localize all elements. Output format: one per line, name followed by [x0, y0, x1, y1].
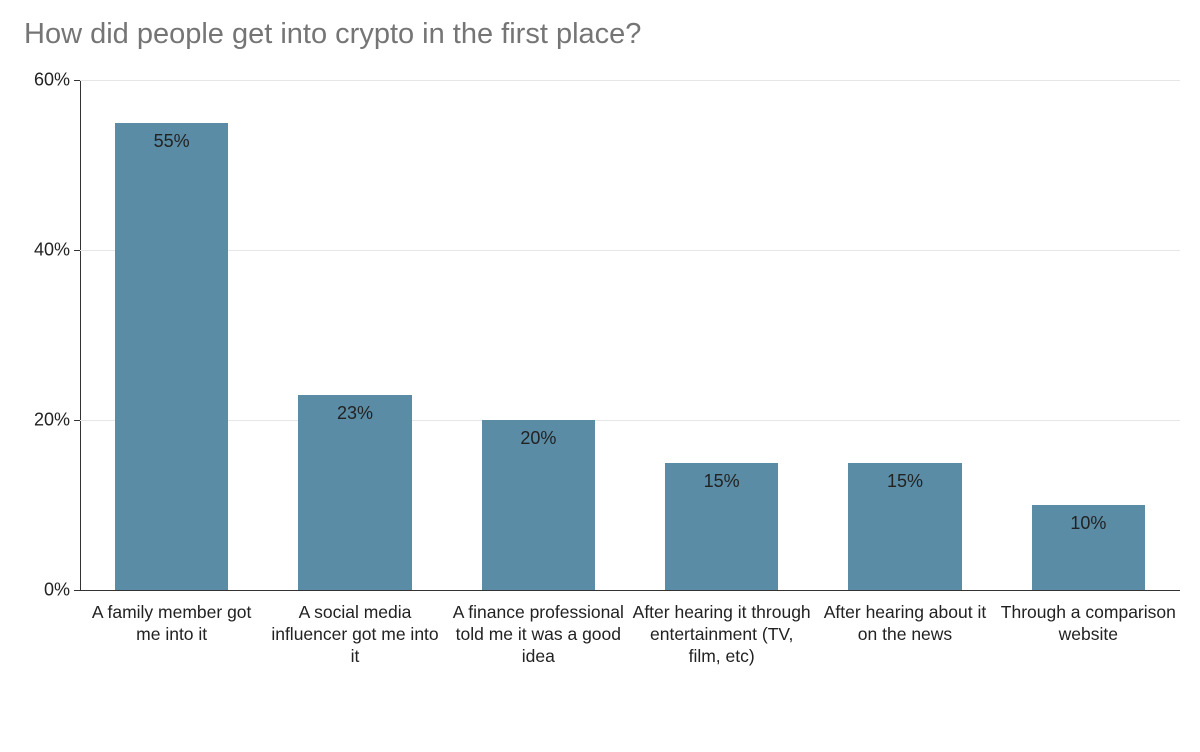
plot-area: 0%20%40%60%55%23%20%15%15%10% — [80, 80, 1180, 590]
bar: 23% — [298, 395, 412, 591]
x-axis-line — [80, 590, 1180, 591]
bar: 20% — [482, 420, 596, 590]
bar: 10% — [1032, 505, 1146, 590]
bar: 15% — [848, 463, 962, 591]
bar-value-label: 15% — [848, 471, 962, 492]
gridline — [80, 80, 1180, 81]
y-tick-label: 40% — [34, 240, 80, 261]
x-category-label: Through a comparison website — [999, 602, 1178, 646]
y-axis-line — [80, 80, 81, 590]
bar: 55% — [115, 123, 229, 591]
bar-value-label: 15% — [665, 471, 779, 492]
bar-value-label: 23% — [298, 403, 412, 424]
bar-value-label: 55% — [115, 131, 229, 152]
x-axis-labels: A family member got me into itA social m… — [80, 602, 1180, 752]
y-tick-label: 20% — [34, 410, 80, 431]
bar-value-label: 10% — [1032, 513, 1146, 534]
chart-title: How did people get into crypto in the fi… — [24, 18, 641, 51]
bar-chart: How did people get into crypto in the fi… — [0, 0, 1200, 742]
x-category-label: After hearing about it on the news — [815, 602, 994, 646]
gridline — [80, 420, 1180, 421]
x-category-label: After hearing it through entertainment (… — [632, 602, 811, 668]
y-tick-label: 60% — [34, 70, 80, 91]
x-category-label: A family member got me into it — [82, 602, 261, 646]
x-category-label: A finance professional told me it was a … — [449, 602, 628, 668]
bar-value-label: 20% — [482, 428, 596, 449]
gridline — [80, 250, 1180, 251]
y-tick-label: 0% — [44, 580, 80, 601]
x-category-label: A social media influencer got me into it — [265, 602, 444, 668]
bar: 15% — [665, 463, 779, 591]
